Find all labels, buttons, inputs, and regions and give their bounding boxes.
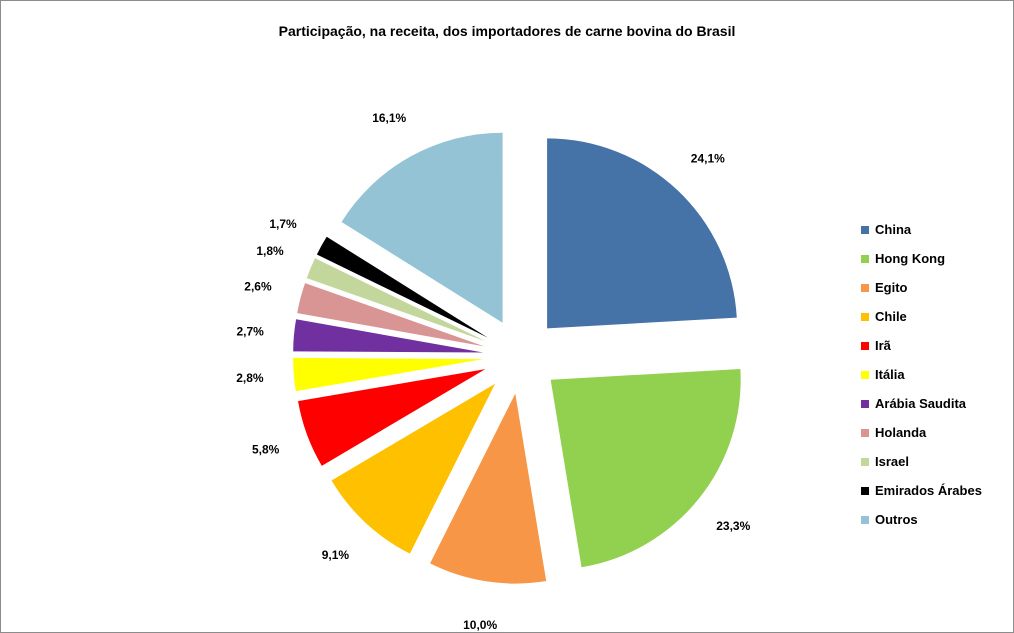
- data-label-israel: 1,8%: [256, 244, 284, 258]
- legend-swatch: [861, 428, 869, 437]
- legend-item-outros: Outros: [861, 505, 982, 534]
- pie-slice-chile: [331, 383, 496, 554]
- pie-slice-outros: [341, 132, 503, 323]
- legend-label: Arábia Saudita: [875, 396, 967, 411]
- data-label-egito: 10,0%: [463, 618, 497, 632]
- legend-swatch: [861, 486, 869, 495]
- chart-title: Participação, na receita, dos importador…: [278, 23, 736, 39]
- legend-swatch: [861, 225, 869, 234]
- data-label-chile: 9,1%: [322, 548, 350, 562]
- legend-swatch: [861, 312, 869, 321]
- legend-swatch: [861, 399, 869, 408]
- pie-slice-israel: [306, 258, 486, 342]
- legend-item-chile: Chile: [861, 302, 982, 331]
- legend-swatch: [861, 515, 869, 524]
- data-label-italia: 2,8%: [236, 371, 264, 385]
- legend-label: Israel: [875, 454, 909, 469]
- pie-slice-arabia-saudita: [293, 319, 484, 353]
- pie-slice-hong-kong: [550, 369, 741, 568]
- legend-item-china: China: [861, 215, 982, 244]
- legend-label: Itália: [875, 367, 905, 382]
- legend-item-holanda: Holanda: [861, 418, 982, 447]
- data-label-outros: 16,1%: [372, 111, 406, 125]
- legend-item-egito: Egito: [861, 273, 982, 302]
- legend-label: Irã: [875, 338, 891, 353]
- chart-legend: China Hong Kong Egito Chile Irã Itália Arábia …: [861, 215, 982, 534]
- legend-swatch: [861, 254, 869, 263]
- legend-item-emirados-arabes: Emirados Árabes: [861, 476, 982, 505]
- legend-swatch: [861, 370, 869, 379]
- data-label-ira: 5,8%: [252, 443, 280, 457]
- data-label-hong-kong: 23,3%: [716, 519, 750, 533]
- legend-label: Hong Kong: [875, 251, 946, 266]
- legend-swatch: [861, 341, 869, 350]
- legend-item-arabia-saudita: Arábia Saudita: [861, 389, 982, 418]
- pie-slice-egito: [430, 393, 547, 584]
- legend-label: Chile: [875, 309, 907, 324]
- legend-label: Egito: [875, 280, 908, 295]
- pie-slice-holanda: [297, 283, 485, 347]
- legend-label: Emirados Árabes: [875, 483, 982, 498]
- data-label-china: 24,1%: [691, 151, 725, 165]
- pie-slice-china: [547, 138, 737, 329]
- legend-label: Holanda: [875, 425, 927, 440]
- pie-slice-ira: [298, 369, 486, 466]
- legend-item-italia: Itália: [861, 360, 982, 389]
- legend-item-israel: Israel: [861, 447, 982, 476]
- data-label-emirados-arabes: 1,7%: [269, 217, 297, 231]
- legend-swatch: [861, 457, 869, 466]
- data-label-arabia-saudita: 2,7%: [236, 324, 264, 338]
- pie-slice-italia: [293, 357, 484, 392]
- legend-item-ira: Irã: [861, 331, 982, 360]
- pie-slice-emirados-arabes: [316, 236, 488, 338]
- legend-swatch: [861, 283, 869, 292]
- legend-item-hong-kong: Hong Kong: [861, 244, 982, 273]
- data-label-holanda: 2,6%: [244, 280, 272, 294]
- legend-label: Outros: [875, 512, 918, 527]
- legend-label: China: [875, 222, 912, 237]
